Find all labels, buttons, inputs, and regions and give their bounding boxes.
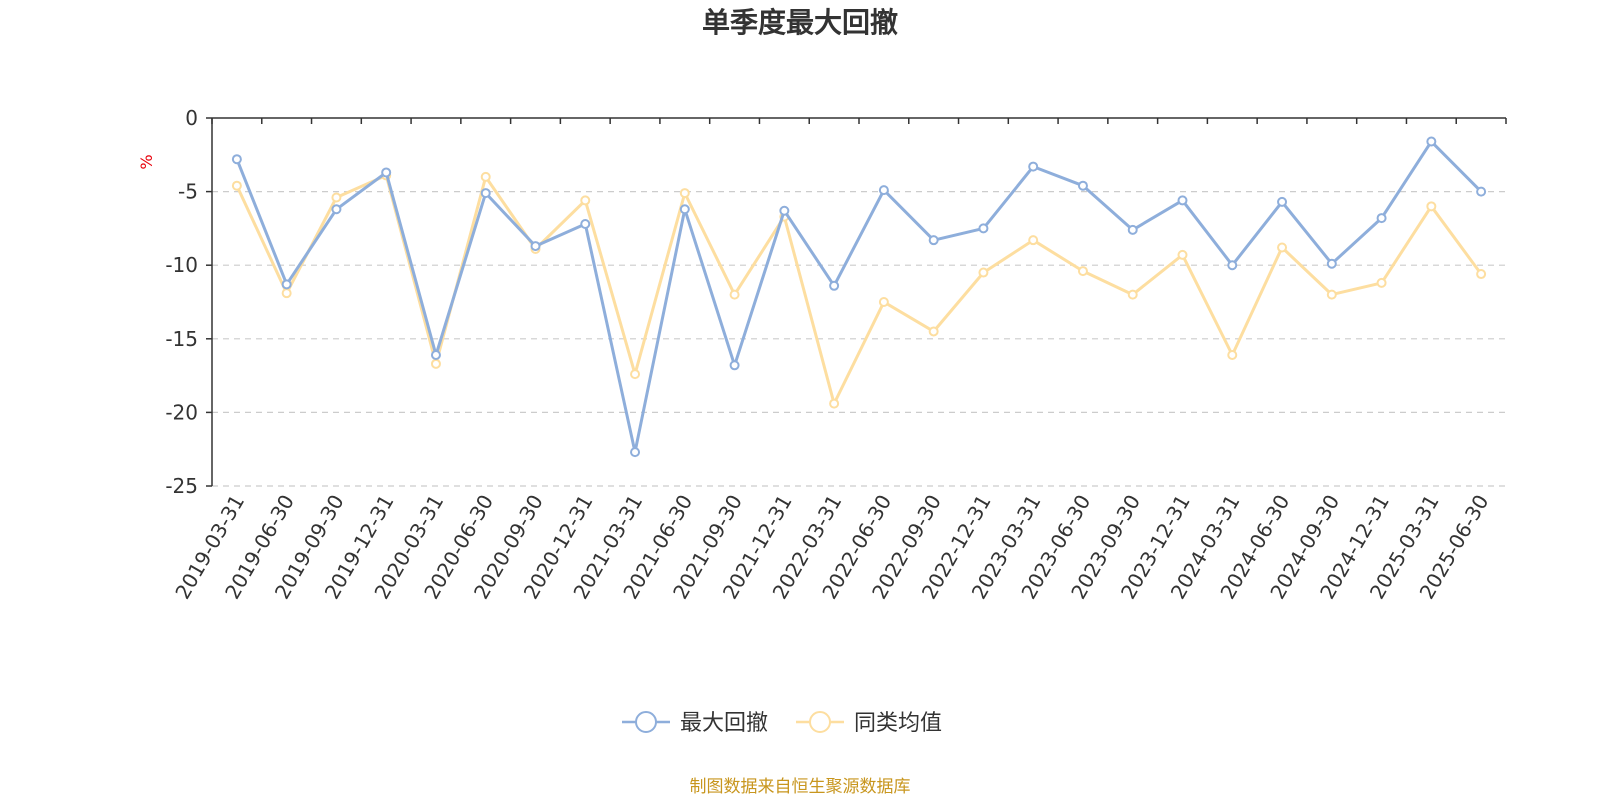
legend-marker (809, 711, 831, 733)
data-point (1127, 224, 1138, 235)
data-point (729, 360, 740, 371)
data-point (1227, 349, 1238, 360)
y-axis-ticks: 0 -5 -10 -15 -20 -25 (165, 106, 212, 498)
data-point (1426, 136, 1437, 147)
data-point (331, 204, 342, 215)
legend-item-最大回撤: 最大回撤 (622, 711, 768, 736)
legend-marker (635, 711, 657, 733)
source-note: 制图数据来自恒生聚源数据库 (690, 777, 911, 797)
data-point (430, 349, 441, 360)
axes (211, 117, 1506, 486)
chart-title: 单季度最大回撤 (702, 6, 898, 39)
y-tick-label: 0 (185, 106, 198, 130)
series-line (235, 140, 1483, 454)
data-point (580, 218, 591, 229)
data-point (1376, 277, 1387, 288)
data-point (281, 279, 292, 290)
legend-item-同类均值: 同类均值 (796, 711, 942, 736)
data-point (530, 241, 541, 252)
data-point (231, 180, 242, 191)
series-最大回撤 (231, 136, 1487, 458)
data-point (1127, 289, 1138, 300)
data-point (231, 154, 242, 165)
data-point (1227, 260, 1238, 271)
data-point (480, 188, 491, 199)
data-point (480, 171, 491, 182)
y-tick-label: -5 (178, 180, 198, 204)
data-point (878, 297, 889, 307)
data-point (1277, 196, 1288, 207)
data-point (978, 223, 989, 234)
data-point (1177, 195, 1188, 206)
data-point (430, 358, 441, 369)
data-point (1028, 161, 1039, 172)
data-point (630, 369, 641, 380)
series-layer (231, 136, 1487, 458)
data-point (829, 280, 840, 291)
y-tick-label: -15 (165, 327, 198, 351)
data-point (878, 185, 889, 196)
data-point (1376, 213, 1387, 224)
data-point (580, 195, 591, 206)
data-point (381, 167, 392, 178)
data-point (729, 289, 740, 300)
grid-lines (212, 191, 1506, 487)
series-line (235, 173, 1483, 406)
data-point (1077, 180, 1088, 191)
data-point (1326, 258, 1337, 269)
data-point (630, 447, 641, 458)
x-axis-ticks: 2019-03-312019-06-302019-09-302019-12-31… (170, 118, 1507, 603)
data-point (679, 204, 690, 215)
legend-label: 最大回撤 (680, 711, 768, 736)
data-point (1426, 201, 1437, 212)
data-point (1177, 249, 1188, 260)
data-point (281, 288, 292, 299)
data-point (331, 192, 342, 203)
legend: 最大回撤 同类均值 (622, 711, 942, 736)
legend-label: 同类均值 (854, 711, 942, 736)
y-tick-label: -10 (165, 253, 198, 277)
y-tick-label: -25 (165, 474, 198, 498)
data-point (1476, 269, 1487, 280)
data-point (1326, 289, 1337, 300)
data-point (1028, 235, 1039, 246)
y-tick-label: -20 (165, 400, 198, 424)
data-point (928, 235, 939, 246)
data-point (829, 398, 840, 409)
data-point (1277, 242, 1288, 253)
data-point (1476, 186, 1487, 197)
data-point (1077, 266, 1088, 277)
y-axis-unit: % (137, 154, 156, 169)
series-同类均值 (231, 170, 1487, 409)
data-point (779, 205, 790, 216)
data-point (928, 326, 939, 337)
data-point (978, 267, 989, 278)
data-point (679, 188, 690, 199)
